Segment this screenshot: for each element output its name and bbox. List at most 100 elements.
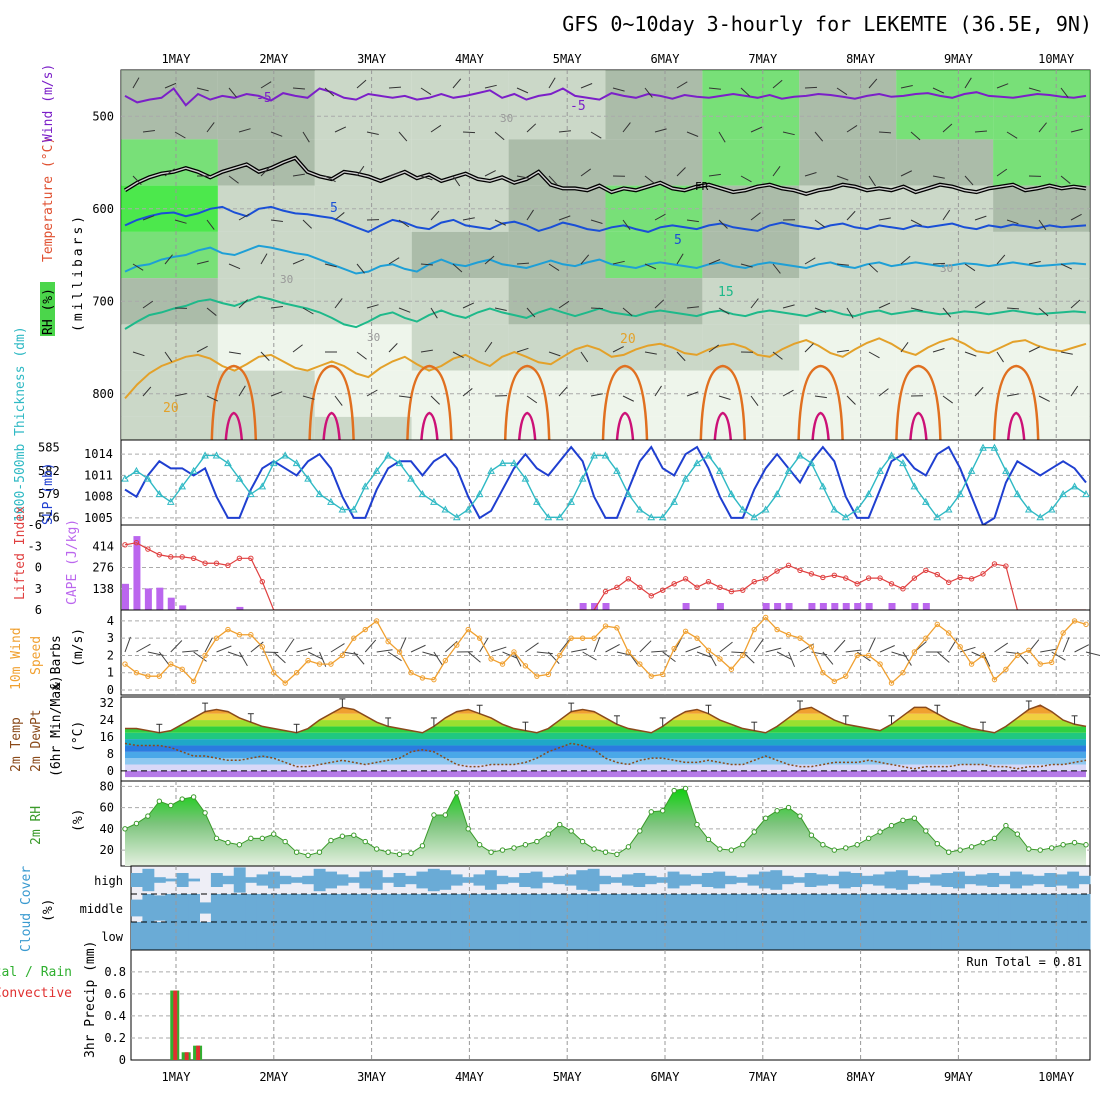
thickness-marker: [1013, 490, 1022, 498]
cloud-bar: [484, 870, 497, 890]
wind-speed-marker: [419, 675, 426, 681]
wind-barb: [996, 254, 1006, 265]
wind-barb: [558, 215, 571, 221]
cloud-bar: [279, 875, 292, 885]
rh2m-marker: [946, 849, 952, 855]
temp2m-unit: (°C): [71, 721, 86, 752]
wind-speed-marker: [1048, 659, 1055, 666]
thickness-marker: [407, 474, 415, 482]
cape-bar: [122, 583, 129, 610]
cloud-bar: [747, 894, 760, 922]
rh-label-30-c: 30: [367, 331, 380, 344]
rh2m-marker: [980, 839, 986, 846]
wind-barb: [142, 386, 152, 397]
date-label-bottom: 4MAY: [455, 1070, 485, 1084]
wind-speed-marker: [511, 649, 517, 655]
lifted-index-marker: [648, 593, 654, 599]
cloud-bar: [462, 877, 474, 883]
wind-barb: [430, 210, 440, 221]
rh2m-tick-label: 20: [100, 843, 114, 857]
wind-barb: [462, 302, 475, 309]
wind-barb: [164, 351, 173, 363]
temperature-contours: [123, 87, 1087, 441]
wind-barb: [942, 209, 951, 221]
rh2m-marker: [728, 847, 735, 853]
wind-barb: [516, 347, 529, 353]
cloud-bar: [816, 894, 828, 922]
wind-barb: [366, 131, 379, 135]
cloud-bar: [473, 922, 486, 950]
wind-barb: [846, 395, 856, 405]
wind-barb: [836, 263, 849, 266]
cloud-bar: [450, 894, 463, 922]
cloud-bar: [336, 894, 349, 922]
slp-tick-label: 1011: [84, 468, 113, 482]
wind-barb: [164, 82, 177, 89]
cloud-bar: [210, 894, 223, 922]
thickness-marker: [464, 505, 473, 513]
wind-barb: [612, 87, 625, 92]
cloud-bar: [827, 922, 840, 950]
wind-barb: [878, 217, 891, 221]
wind-barb: [686, 131, 699, 137]
wind10m-barb: [227, 651, 244, 658]
wind-barb: [516, 175, 529, 179]
wind-speed-marker: [774, 626, 780, 633]
wind-barb: [324, 263, 337, 268]
wind-barb: [398, 219, 410, 228]
wind-barb: [782, 131, 795, 136]
cape-bar: [579, 603, 587, 610]
rh2m-marker: [122, 826, 128, 832]
cloud-bar: [416, 894, 429, 922]
wind-speed-marker: [248, 632, 254, 638]
cloud-bar: [599, 875, 611, 885]
rh2m-marker: [1060, 842, 1066, 848]
wind-barb: [1006, 307, 1020, 310]
rh-cell: [799, 324, 897, 371]
rh2m-marker: [213, 835, 220, 842]
cape-bar: [774, 603, 782, 610]
rh2m-marker: [648, 809, 654, 815]
cloud-bar: [405, 922, 417, 950]
cloud-bar: [507, 877, 520, 883]
wind-barb: [676, 253, 684, 265]
lifted-index-marker: [225, 562, 231, 569]
wind-barb: [846, 307, 854, 319]
wind-speed-marker: [1003, 666, 1009, 672]
wind-barb: [686, 391, 699, 397]
rh2m-marker: [156, 798, 163, 804]
cloud-bar: [484, 894, 497, 922]
cloud-bar: [975, 922, 988, 950]
wind-speed-marker: [271, 670, 277, 676]
wind-barb: [740, 263, 753, 268]
cloud-bar: [930, 874, 943, 886]
wind-speed-marker: [316, 661, 323, 667]
wind-barb: [622, 307, 633, 317]
cloud-bar: [313, 868, 326, 892]
thickness-marker: [258, 482, 267, 490]
cloud-bar: [873, 894, 885, 922]
wind10m-barb: [639, 640, 652, 653]
cloud-bar: [644, 875, 657, 885]
wind-barb: [878, 388, 889, 397]
cloud-bar: [576, 894, 589, 922]
cloud-bar: [553, 922, 566, 950]
cloud-bar: [758, 894, 771, 922]
lifted-index-marker: [854, 581, 860, 587]
lifted-index-marker: [190, 555, 197, 561]
cloud-bar: [941, 894, 954, 922]
cloud-bar: [153, 922, 166, 950]
rh2m-marker: [1026, 846, 1032, 852]
cloud-bar: [713, 871, 726, 889]
rh2m-marker: [202, 810, 208, 816]
dewpt2m-label: 2m DewPt: [29, 709, 44, 772]
cloud-bar: [564, 894, 577, 922]
wind-barb: [676, 167, 686, 177]
temp2m-ticks: 0 8 16 24 32: [100, 696, 114, 778]
rh2m-marker: [271, 831, 277, 837]
cloud-bar: [1010, 871, 1022, 889]
wind-barb: [1028, 261, 1041, 265]
cape-bar: [842, 603, 850, 610]
wind10m-barb: [719, 641, 733, 653]
rh-cell: [508, 231, 606, 279]
